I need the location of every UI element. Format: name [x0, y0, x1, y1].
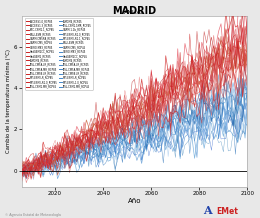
Title: MADRID: MADRID — [112, 5, 157, 15]
Text: A: A — [203, 205, 211, 216]
Y-axis label: Cambio de la temperatura mínima (°C): Cambio de la temperatura mínima (°C) — [5, 49, 11, 153]
X-axis label: Año: Año — [128, 198, 141, 204]
Text: © Agencia Estatal de Meteorología: © Agencia Estatal de Meteorología — [5, 213, 61, 217]
Legend: ACCESS1.0_RCP85, ACCESS1.3_RCP85, BCC-CSM1.1_RCP85, BNULESM_RCP85, CNRM-CM5RA_RC: ACCESS1.0_RCP85, ACCESS1.3_RCP85, BCC-CS… — [25, 18, 93, 90]
Text: ANUAL: ANUAL — [124, 10, 145, 15]
Text: EMet: EMet — [216, 207, 238, 216]
